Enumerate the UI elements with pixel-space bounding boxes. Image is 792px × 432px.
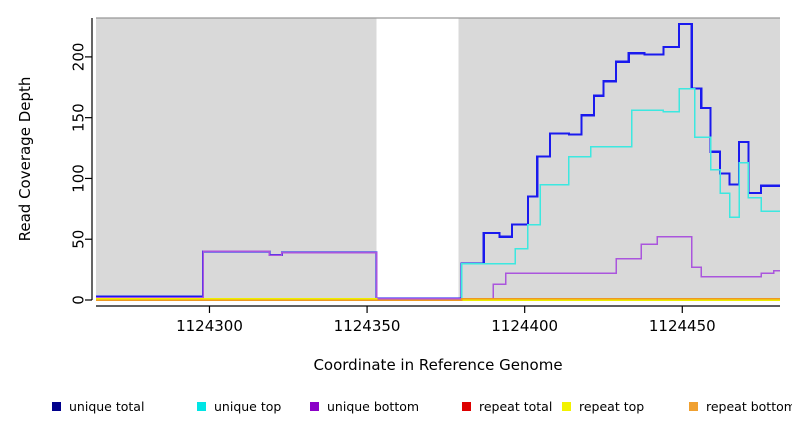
legend-item-label: unique total — [69, 399, 144, 414]
legend-item-label: repeat total — [479, 399, 552, 414]
legend-item-label: unique bottom — [327, 399, 419, 414]
legend-swatch — [562, 402, 571, 411]
x-axis-tick-label: 1124450 — [649, 317, 716, 335]
series-lines — [96, 23, 780, 301]
legend-swatch — [197, 402, 206, 411]
plot-area-background — [96, 17, 780, 300]
legend-item[interactable]: unique bottom — [310, 399, 419, 414]
chart-legend: unique total unique top unique bottom repea… — [52, 399, 792, 414]
legend-item[interactable]: repeat top — [562, 399, 644, 414]
plot-panel-gap — [376, 18, 459, 300]
y-axis-title: Read Coverage Depth — [16, 77, 34, 242]
legend-swatch — [462, 402, 471, 411]
series-line-repeat-bottom — [96, 298, 780, 301]
x-axis-title: Coordinate in Reference Genome — [313, 356, 562, 374]
legend-swatch — [310, 402, 319, 411]
y-axis-tick-label: 100 — [70, 164, 88, 193]
x-axis-tick-label: 1124400 — [491, 317, 558, 335]
series-line-unique-bottom — [96, 236, 780, 300]
axes: 0 50 100 150 200 1124300 1124350 1124400 1124450… — [16, 18, 780, 374]
legend-item[interactable]: repeat bottom — [689, 399, 792, 414]
legend-swatch — [689, 402, 698, 411]
y-axis-tick-label: 50 — [70, 230, 88, 249]
legend-item-label: unique top — [214, 399, 281, 414]
legend-item[interactable]: repeat total — [462, 399, 552, 414]
plot-panel-right — [458, 18, 780, 300]
plot-panel-left — [96, 18, 377, 300]
y-axis-tick-label: 200 — [70, 43, 88, 72]
legend-item[interactable]: unique total — [52, 399, 144, 414]
x-axis-tick-label: 1124300 — [176, 317, 243, 335]
legend-item[interactable]: unique top — [197, 399, 281, 414]
legend-item-label: repeat top — [579, 399, 644, 414]
x-axis-tick-label: 1124350 — [334, 317, 401, 335]
legend-item-label: repeat bottom — [706, 399, 792, 414]
y-axis-tick-label: 150 — [70, 103, 88, 132]
series-line-unique-top — [96, 87, 780, 301]
y-axis-tick-label: 0 — [70, 295, 88, 305]
legend-swatch — [52, 402, 61, 411]
